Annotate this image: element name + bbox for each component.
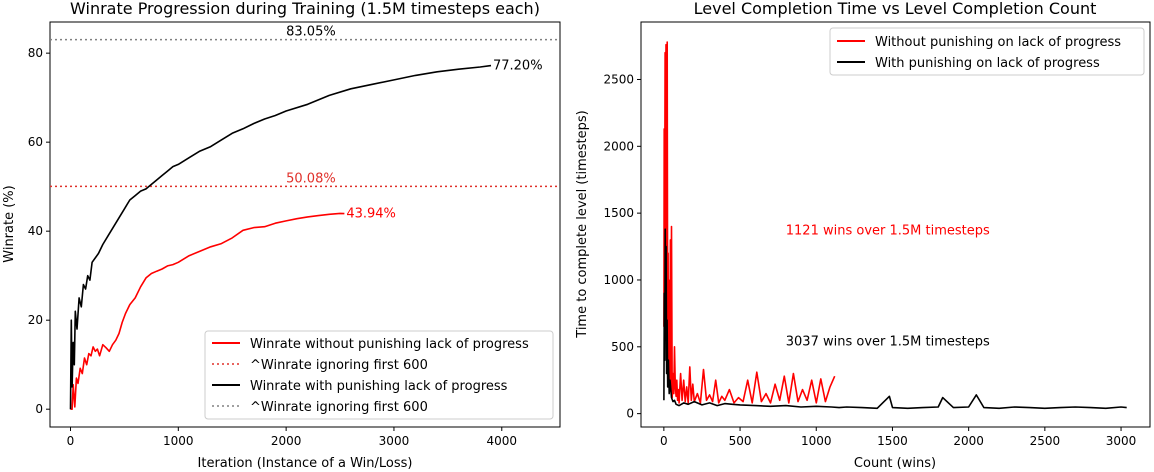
y-tick-label: 0 — [35, 402, 43, 416]
x-tick-label: 2500 — [1030, 434, 1061, 448]
x-tick-label: 4000 — [487, 434, 518, 448]
y-ticks: 0 20 40 60 80 — [28, 46, 50, 416]
level-completion-chart: Level Completion Time vs Level Completio… — [575, 0, 1151, 471]
y-tick-label: 80 — [28, 46, 43, 60]
y-tick-label: 1000 — [603, 273, 634, 287]
y-tick-label: 60 — [28, 135, 43, 149]
legend-label: Winrate with punishing lack of progress — [250, 379, 508, 394]
x-axis-label: Iteration (Instance of a Win/Loss) — [198, 456, 413, 471]
y-axis-label: Winrate (%) — [2, 185, 17, 262]
legend-label: With punishing on lack of progress — [875, 56, 1100, 71]
x-axis-label: Count (wins) — [854, 456, 936, 471]
annotation-label: 3037 wins over 1.5M timesteps — [786, 334, 990, 349]
y-tick-label: 40 — [28, 224, 43, 238]
x-tick-label: 0 — [67, 434, 75, 448]
x-tick-label: 2000 — [953, 434, 984, 448]
x-ticks: 0 1000 2000 3000 4000 — [67, 427, 517, 448]
legend-label: Without punishing on lack of progress — [875, 35, 1121, 50]
series-line — [70, 212, 345, 411]
winrate-chart: Winrate Progression during Training (1.5… — [2, 0, 561, 471]
legend-box — [829, 27, 1145, 76]
x-tick-label: 500 — [729, 434, 752, 448]
series-line — [663, 41, 836, 404]
y-tick-label: 20 — [28, 313, 43, 327]
legend-label: ^Winrate ignoring first 600 — [250, 358, 428, 373]
legend-label: ^Winrate ignoring first 600 — [250, 400, 428, 415]
series-line — [663, 228, 1127, 410]
series-lines — [663, 41, 1127, 410]
y-tick-label: 500 — [611, 340, 634, 354]
plot-frame — [640, 21, 1151, 428]
x-ticks: 0 500 1000 1500 2000 2500 3000 — [660, 427, 1136, 448]
x-tick-label: 3000 — [1106, 434, 1137, 448]
annotation-label: 1121 wins over 1.5M timesteps — [786, 224, 990, 239]
annotations: 1121 wins over 1.5M timesteps 3037 wins o… — [786, 224, 990, 350]
y-tick-label: 1500 — [603, 206, 634, 220]
y-ticks: 0 500 1000 1500 2000 2500 — [603, 72, 641, 421]
legend-entry: Winrate with punishing lack of progress — [212, 379, 508, 394]
y-axis-label: Time to complete level (timesteps) — [575, 110, 590, 338]
legend-box — [204, 330, 554, 420]
y-tick-label: 0 — [626, 407, 634, 421]
legend-entry: ^Winrate ignoring first 600 — [212, 358, 428, 373]
hlines: 50.08% 83.05% — [50, 25, 560, 188]
legend-entry: With punishing on lack of progress — [837, 56, 1100, 71]
x-tick-label: 2000 — [271, 434, 302, 448]
series-line — [69, 64, 492, 410]
y-tick-label: 2500 — [603, 72, 634, 86]
reference-line-label: 83.05% — [286, 25, 336, 40]
annotation-label: 77.20% — [493, 59, 543, 74]
plot-frame — [49, 21, 561, 428]
x-tick-label: 3000 — [379, 434, 410, 448]
x-tick-label: 1000 — [163, 434, 194, 448]
legend-entry: Without punishing on lack of progress — [837, 35, 1121, 50]
legend: Without punishing on lack of progress Wi… — [829, 27, 1145, 76]
x-tick-label: 0 — [660, 434, 668, 448]
legend: Winrate without punishing lack of progre… — [204, 330, 554, 420]
reference-line-label: 50.08% — [286, 171, 336, 186]
chart-title: Winrate Progression during Training (1.5… — [70, 0, 540, 18]
y-tick-label: 2000 — [603, 139, 634, 153]
series-lines — [69, 64, 492, 411]
legend-entry: Winrate without punishing lack of progre… — [212, 337, 529, 352]
legend-label: Winrate without punishing lack of progre… — [250, 337, 529, 352]
legend-entry: ^Winrate ignoring first 600 — [212, 400, 428, 415]
x-tick-label: 1000 — [801, 434, 832, 448]
x-tick-label: 1500 — [877, 434, 908, 448]
annotation-label: 43.94% — [346, 207, 396, 222]
annotations: 77.20% 43.94% — [346, 59, 542, 222]
chart-title: Level Completion Time vs Level Completio… — [694, 0, 1097, 18]
